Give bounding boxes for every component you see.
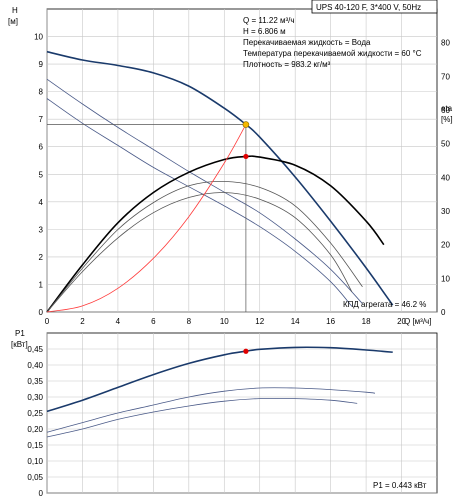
flow-axis-label: Q [м³/ч] (404, 317, 431, 326)
flow-tick-label: 20 (397, 317, 406, 326)
eta-tick-label: 50 (441, 140, 450, 149)
flow-tick-label: 18 (362, 317, 371, 326)
power-markers (243, 348, 249, 354)
efficiency-curve-1 (46, 155, 385, 313)
head-tick-label: 3 (39, 225, 44, 234)
power-chart: 0 0,05 0,10 0,15 0,20 0,25 0,30 0,35 0,40 0,45 P1… (11, 329, 438, 498)
head-tick-label: 5 (39, 170, 44, 179)
power-duty-marker (243, 348, 249, 354)
pump-title: UPS 40-120 F, 3*400 V, 50Hz (316, 3, 421, 12)
power-tick-label: 0,45 (27, 345, 43, 354)
system-curve (46, 124, 247, 313)
efficiency-note: КПД агрегата = 46.2 % (343, 300, 426, 309)
flow-tick-label: 0 (45, 317, 50, 326)
head-tick-label: 7 (39, 115, 44, 124)
info-density: Плотность = 983.2 кг/м³ (243, 60, 331, 69)
info-temperature: Температура перекачиваемой жидкости = 60… (243, 49, 422, 58)
head-tick-label: 10 (34, 33, 43, 42)
eta-tick-label: 30 (441, 207, 450, 216)
eta-tick-label: 0 (441, 308, 446, 317)
flow-tick-label: 4 (116, 317, 121, 326)
power-tick-label: 0,40 (27, 361, 43, 370)
head-tick-label: 4 (39, 198, 44, 207)
head-axis-unit: [м] (8, 17, 18, 26)
power-curve-2 (46, 387, 376, 433)
power-tick-label: 0,10 (27, 457, 43, 466)
info-head: H = 6.806 м (243, 27, 286, 36)
power-series (46, 346, 393, 438)
performance-grid (46, 9, 437, 313)
power-note: P1 = 0.443 кВт (373, 481, 427, 490)
eta-tick-label: 40 (441, 173, 450, 182)
performance-series (46, 50, 394, 313)
head-axis-label: H (12, 6, 18, 15)
flow-tick-label: 10 (220, 317, 229, 326)
flow-tick-label: 2 (80, 317, 85, 326)
flow-tick-label: 14 (291, 317, 300, 326)
flow-tick-label: 6 (151, 317, 156, 326)
flow-tick-label: 12 (255, 317, 264, 326)
efficiency-curve-2 (46, 180, 363, 313)
eta-tick-label: 20 (441, 241, 450, 250)
flow-tick-label: 16 (326, 317, 335, 326)
performance-tick-labels: 0 2 4 6 8 10 12 14 16 18 2001234567891001020304050… (34, 33, 450, 326)
power-tick-label: 0,35 (27, 377, 43, 386)
eta-axis-unit: [%] (441, 115, 453, 124)
power-tick-label: 0,30 (27, 393, 43, 402)
power-tick-label: 0,15 (27, 441, 43, 450)
head-tick-label: 8 (39, 88, 44, 97)
eta-tick-label: 10 (441, 274, 450, 283)
power-curve-3 (46, 397, 358, 438)
head-curve-1 (46, 50, 394, 306)
head-curve-2 (46, 78, 363, 304)
pump-title-box (311, 0, 438, 14)
eta-axis-label: eta (441, 104, 453, 113)
head-tick-label: 1 (39, 280, 44, 289)
head-tick-label: 6 (39, 143, 44, 152)
info-liquid: Перекачиваемая жидкость = Вода (243, 38, 371, 47)
power-curve-1 (46, 346, 393, 413)
head-tick-label: 9 (39, 60, 44, 69)
power-tick-label: 0 (39, 489, 44, 498)
power-tick-label: 0,25 (27, 409, 43, 418)
performance-markers (47, 121, 250, 312)
eta-tick-label: 80 (441, 39, 450, 48)
power-axis-label: P1 (15, 329, 25, 338)
performance-chart: 0 2 4 6 8 10 12 14 16 18 2001234567891001020304050… (8, 0, 453, 326)
efficiency-curve-3 (46, 192, 353, 313)
flow-tick-label: 8 (187, 317, 192, 326)
power-tick-label: 0,05 (27, 473, 43, 482)
power-tick-labels: 0 0,05 0,10 0,15 0,20 0,25 0,30 0,35 0,40 0,45 (27, 345, 43, 498)
head-duty-marker (242, 121, 250, 128)
head-curve-3 (46, 98, 353, 307)
eta-tick-label: 70 (441, 72, 450, 81)
power-tick-label: 0,20 (27, 425, 43, 434)
info-flow: Q = 11.22 м³/ч (243, 16, 295, 25)
head-tick-label: 2 (39, 253, 44, 262)
efficiency-duty-marker (243, 153, 249, 160)
head-tick-label: 0 (39, 308, 44, 317)
power-grid (46, 333, 437, 494)
power-axis-unit: [кВт] (11, 340, 28, 349)
eta-tick-label: 60 (441, 106, 450, 115)
